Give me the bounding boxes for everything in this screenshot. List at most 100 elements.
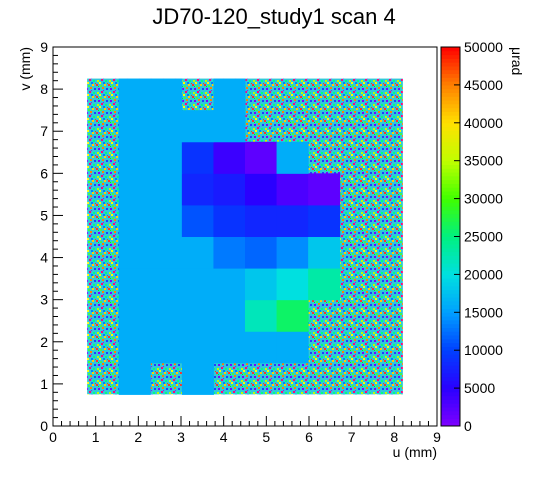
heatmap-cell	[118, 362, 151, 395]
heatmap-cell	[213, 299, 246, 332]
z-tick-label: 0	[464, 418, 472, 434]
colorbar-segment	[441, 407, 460, 412]
z-tick-label: 30000	[464, 191, 503, 207]
colorbar-segment	[441, 323, 460, 328]
heatmap-cell	[276, 268, 309, 301]
colorbar-segment	[441, 228, 460, 234]
colorbar-segment	[441, 365, 460, 370]
colorbar-segment	[441, 100, 460, 105]
heatmap-cell	[213, 110, 246, 143]
heatmap-cell	[213, 236, 246, 269]
colorbar-segment	[441, 221, 460, 226]
colorbar-segment	[441, 122, 460, 128]
heatmap-cell	[181, 204, 214, 237]
y-tick-label: 7	[40, 123, 48, 139]
colorbar-segment	[441, 145, 460, 150]
heatmap-cell	[150, 236, 183, 269]
heatmap-cell	[181, 362, 214, 395]
colorbar-segment	[441, 361, 460, 366]
heatmap-cell	[308, 204, 341, 237]
colorbar-segment	[441, 168, 460, 173]
colorbar-segment	[441, 399, 460, 404]
y-tick-label: 8	[40, 81, 48, 97]
colorbar-segment	[441, 270, 460, 275]
colorbar-segment	[441, 251, 460, 256]
colorbar-segment	[441, 240, 460, 245]
plot-frame	[52, 46, 438, 427]
x-tick-label: 3	[177, 429, 185, 445]
colorbar-segment	[441, 88, 460, 93]
colorbar-segment	[441, 289, 460, 294]
colorbar-segment	[441, 327, 460, 332]
heatmap-cell	[213, 268, 246, 301]
colorbar-segment	[441, 69, 460, 75]
colorbar-segment	[441, 300, 460, 306]
colorbar-segment	[441, 403, 460, 408]
colorbar-segment	[441, 316, 460, 321]
heatmap-cell	[118, 268, 151, 301]
y-axis-label: v (mm)	[17, 47, 33, 91]
colorbar-segment	[441, 244, 460, 249]
x-tick-label: 2	[134, 429, 142, 445]
z-tick-label: 10000	[464, 342, 503, 358]
colorbar-segment	[441, 350, 460, 355]
colorbar-segment	[441, 187, 460, 192]
heatmap-cell	[308, 173, 341, 206]
colorbar-segment	[441, 73, 460, 78]
heatmap-cell	[118, 78, 151, 111]
colorbar-segment	[441, 422, 460, 427]
y-tick-label: 1	[40, 376, 48, 392]
colorbar-segment	[441, 357, 460, 363]
colorbar-segment	[441, 410, 460, 416]
z-axis-label: μrad	[509, 47, 525, 75]
heatmap-cell	[213, 141, 246, 174]
x-tick-label: 5	[262, 429, 270, 445]
colorbar-segment	[441, 312, 460, 317]
colorbar-segment	[441, 304, 460, 310]
colorbar-segment	[441, 278, 460, 283]
heatmap-cell	[213, 204, 246, 237]
heatmap-cell	[245, 173, 278, 206]
heatmap-cell	[118, 110, 151, 143]
colorbar-segment	[441, 369, 460, 374]
colorbar-segment	[441, 160, 460, 165]
heatmap-cell	[213, 173, 246, 206]
colorbar-segment	[441, 236, 460, 241]
colorbar-segment	[441, 96, 460, 101]
heatmap-cell	[245, 299, 278, 332]
heatmap-cell	[276, 204, 309, 237]
colorbar-segment	[441, 259, 460, 264]
heatmap-cell	[181, 236, 214, 269]
colorbar-segment	[441, 346, 460, 351]
heatmap-cell	[308, 268, 341, 301]
y-tick-label: 5	[40, 207, 48, 223]
colorbar-segment	[441, 153, 460, 158]
colorbar-segment	[441, 156, 460, 162]
colorbar-segment	[441, 391, 460, 397]
colorbar-segment	[441, 65, 460, 71]
colorbar-segment	[441, 335, 460, 340]
colorbar-segment	[441, 58, 460, 63]
heatmap-cell	[118, 204, 151, 237]
heatmap-cell	[150, 78, 183, 111]
z-tick-label: 15000	[464, 304, 503, 320]
colorbar-segment	[441, 103, 460, 109]
heatmap-cell	[150, 141, 183, 174]
colorbar-segment	[441, 225, 460, 230]
colorbar-segment	[441, 331, 460, 336]
colorbar-segment	[441, 84, 460, 90]
heatmap-cell	[181, 173, 214, 206]
colorbar-segment	[441, 285, 460, 291]
y-tick-label: 2	[40, 334, 48, 350]
colorbar-segment	[441, 376, 460, 382]
heatmap-cell	[276, 299, 309, 332]
colorbar-segment	[441, 81, 460, 86]
colorbar-segment	[441, 179, 460, 184]
x-tick-label: 1	[92, 429, 100, 445]
x-axis-label: u (mm)	[393, 444, 437, 460]
colorbar-segment	[441, 281, 460, 287]
heatmap-cell	[118, 331, 151, 364]
colorbar-segment	[441, 372, 460, 378]
heatmap-cell	[308, 236, 341, 269]
heatmap-cell	[150, 299, 183, 332]
